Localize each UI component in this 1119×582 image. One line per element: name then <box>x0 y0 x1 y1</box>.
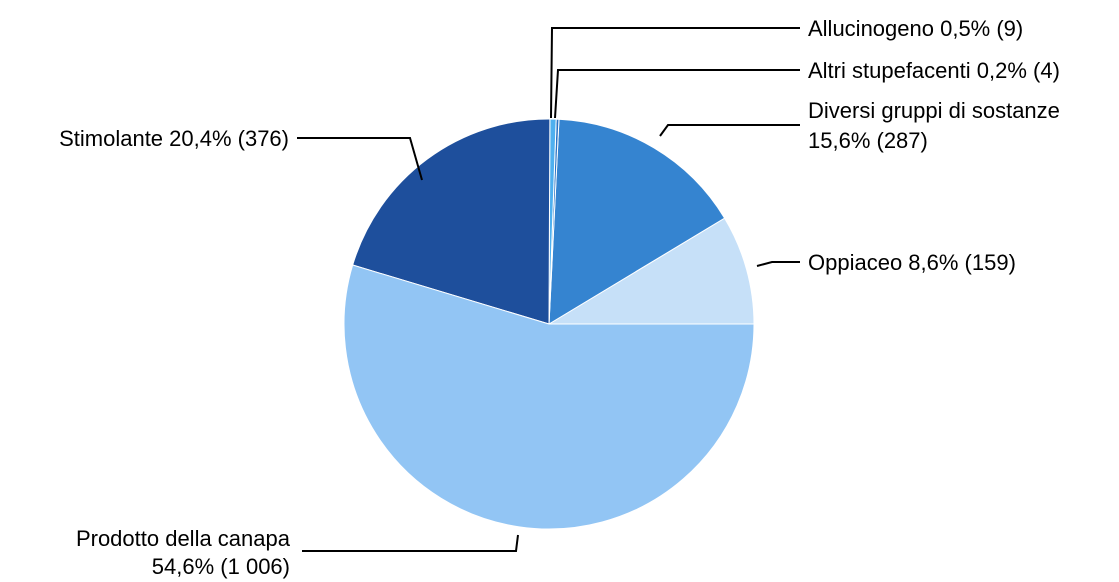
slice-label: 54,6% (1 006) <box>152 554 290 579</box>
slice-labels: Oppiaceo 8,6% (159) Diversi gruppi di sos… <box>59 16 1060 579</box>
leader-line <box>659 124 800 137</box>
slice-label: 15,6% (287) <box>808 128 928 153</box>
leader-lines <box>297 27 800 552</box>
slice-label: Altri stupefacenti 0,2% (4) <box>808 58 1060 83</box>
pie-slice-diversi-gruppi-di-sostanze <box>548 118 726 325</box>
slice-label: Prodotto della canapa <box>76 526 291 551</box>
pie-slices <box>343 118 755 530</box>
slice-label: Allucinogeno 0,5% (9) <box>808 16 1023 41</box>
leader-line <box>302 534 519 552</box>
slice-label: Diversi gruppi di sostanze <box>808 98 1060 123</box>
leader-line <box>756 261 800 267</box>
leader-line <box>297 137 423 181</box>
leader-line <box>554 69 800 119</box>
pie-slice-prodotto-della-canapa <box>343 264 755 530</box>
pie-slice-oppiaceo <box>547 217 755 325</box>
pie-slice-stimolante <box>352 118 551 325</box>
leader-line <box>550 27 800 119</box>
slice-label: Oppiaceo 8,6% (159) <box>808 250 1016 275</box>
slice-label: Stimolante 20,4% (376) <box>59 126 289 151</box>
